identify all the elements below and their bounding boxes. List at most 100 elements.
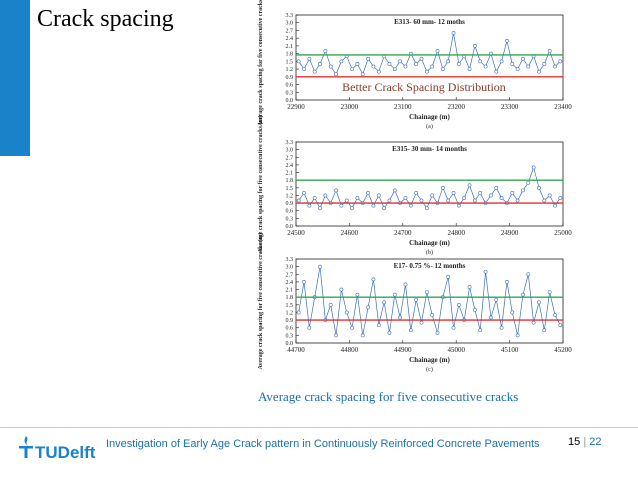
data-point: [537, 69, 541, 74]
y-tick-label: 0.3: [286, 216, 294, 222]
x-axis-label: Chainage (m): [409, 113, 450, 121]
panel-sublabel: (b): [426, 249, 433, 256]
accent-bar: [0, 0, 30, 156]
chart-title: E315- 30 mm- 14 months: [392, 145, 467, 153]
y-tick-label: 2.7: [286, 272, 294, 278]
figure-caption: Average crack spacing for five consecuti…: [258, 389, 519, 404]
data-point: [467, 285, 472, 289]
data-point: [360, 72, 365, 77]
data-point: [537, 185, 541, 190]
x-tick-label: 45200: [554, 346, 572, 354]
data-point: [355, 292, 360, 297]
data-point: [350, 67, 354, 71]
data-point: [515, 198, 520, 203]
chart-panel-2: 0.0 0.30.6 0.9 1.21.5 1.82.1 2.4 2.73.0 3.3 2450…: [257, 116, 572, 256]
y-tick-label: 0.9: [286, 75, 294, 81]
data-point: [483, 269, 488, 274]
x-tick-label: 44700: [287, 346, 305, 354]
data-point: [467, 67, 472, 71]
x-tick-label: 24600: [341, 229, 359, 237]
data-point: [456, 62, 461, 66]
data-point: [489, 315, 493, 320]
data-point: [553, 64, 557, 69]
x-tick-label: 24700: [394, 229, 412, 237]
data-point: [307, 56, 312, 61]
data-point: [323, 193, 328, 198]
y-tick-label: 0.0: [286, 224, 294, 230]
data-point: [302, 67, 306, 71]
data-point: [366, 56, 370, 61]
data-point: [451, 191, 456, 195]
data-point: [339, 203, 344, 208]
y-tick-label: 0.9: [286, 318, 294, 324]
data-point: [478, 328, 483, 333]
y-axis-label: Average crack spacing for five consecuti…: [257, 233, 264, 370]
data-point: [440, 185, 445, 190]
data-point: [424, 290, 429, 294]
x-tick-label: 45000: [447, 346, 465, 354]
data-point: [505, 280, 509, 284]
y-tick-label: 3.3: [286, 257, 294, 263]
data-point: [472, 198, 477, 203]
data-point: [376, 193, 381, 198]
data-point: [296, 310, 301, 315]
data-point: [419, 320, 424, 325]
data-point: [542, 62, 547, 66]
data-point: [344, 310, 349, 315]
x-tick-label: 24800: [447, 229, 465, 237]
x-tick-label: 23200: [447, 103, 465, 111]
data-point: [318, 62, 322, 66]
data-point: [494, 297, 499, 302]
x-tick-label: 24500: [287, 229, 305, 237]
data-point: [499, 325, 504, 330]
data-point: [553, 203, 557, 208]
data-point: [547, 193, 552, 198]
data-point: [430, 313, 435, 317]
page-separator: |: [583, 436, 587, 448]
data-point: [553, 313, 557, 317]
data-point: [318, 206, 322, 211]
data-point: [382, 206, 387, 211]
data-point: [547, 49, 552, 53]
data-point: [328, 302, 333, 307]
y-tick-label: 0.9: [286, 201, 294, 207]
data-point: [489, 193, 493, 198]
data-point: [499, 59, 504, 64]
y-tick-label: 1.5: [286, 186, 294, 192]
y-tick-label: 1.8: [286, 178, 294, 184]
data-point: [531, 165, 536, 170]
data-point: [531, 320, 536, 325]
y-tick-label: 3.0: [286, 21, 294, 27]
slide-title: Crack spacing: [37, 6, 174, 32]
data-point: [424, 206, 429, 211]
y-tick-label: 0.0: [286, 341, 294, 347]
footer-divider: [0, 427, 638, 428]
data-point: [435, 49, 440, 53]
data-point: [318, 264, 322, 269]
data-point: [408, 203, 413, 208]
data-point: [350, 206, 354, 211]
data-point: [494, 185, 499, 190]
x-tick-label: 23100: [394, 103, 412, 111]
panel-sublabel: (a): [426, 123, 433, 130]
y-tick-label: 3.3: [286, 13, 294, 19]
data-point: [472, 308, 477, 312]
data-point: [339, 59, 344, 64]
y-tick-label: 0.6: [286, 83, 294, 89]
data-point: [521, 292, 525, 297]
x-tick-label: 23000: [341, 103, 359, 111]
data-point: [334, 188, 338, 193]
logo-text: TUDelft: [35, 443, 96, 462]
y-tick-label: 2.4: [286, 36, 294, 42]
data-point: [414, 62, 419, 66]
data-point: [510, 310, 515, 315]
data-point: [478, 191, 483, 195]
data-point: [376, 323, 381, 328]
data-point: [355, 62, 360, 66]
data-point: [392, 188, 397, 193]
data-point: [446, 274, 451, 279]
data-point: [387, 62, 392, 66]
page-number: 15 | 22: [568, 436, 601, 448]
data-point: [521, 56, 525, 61]
